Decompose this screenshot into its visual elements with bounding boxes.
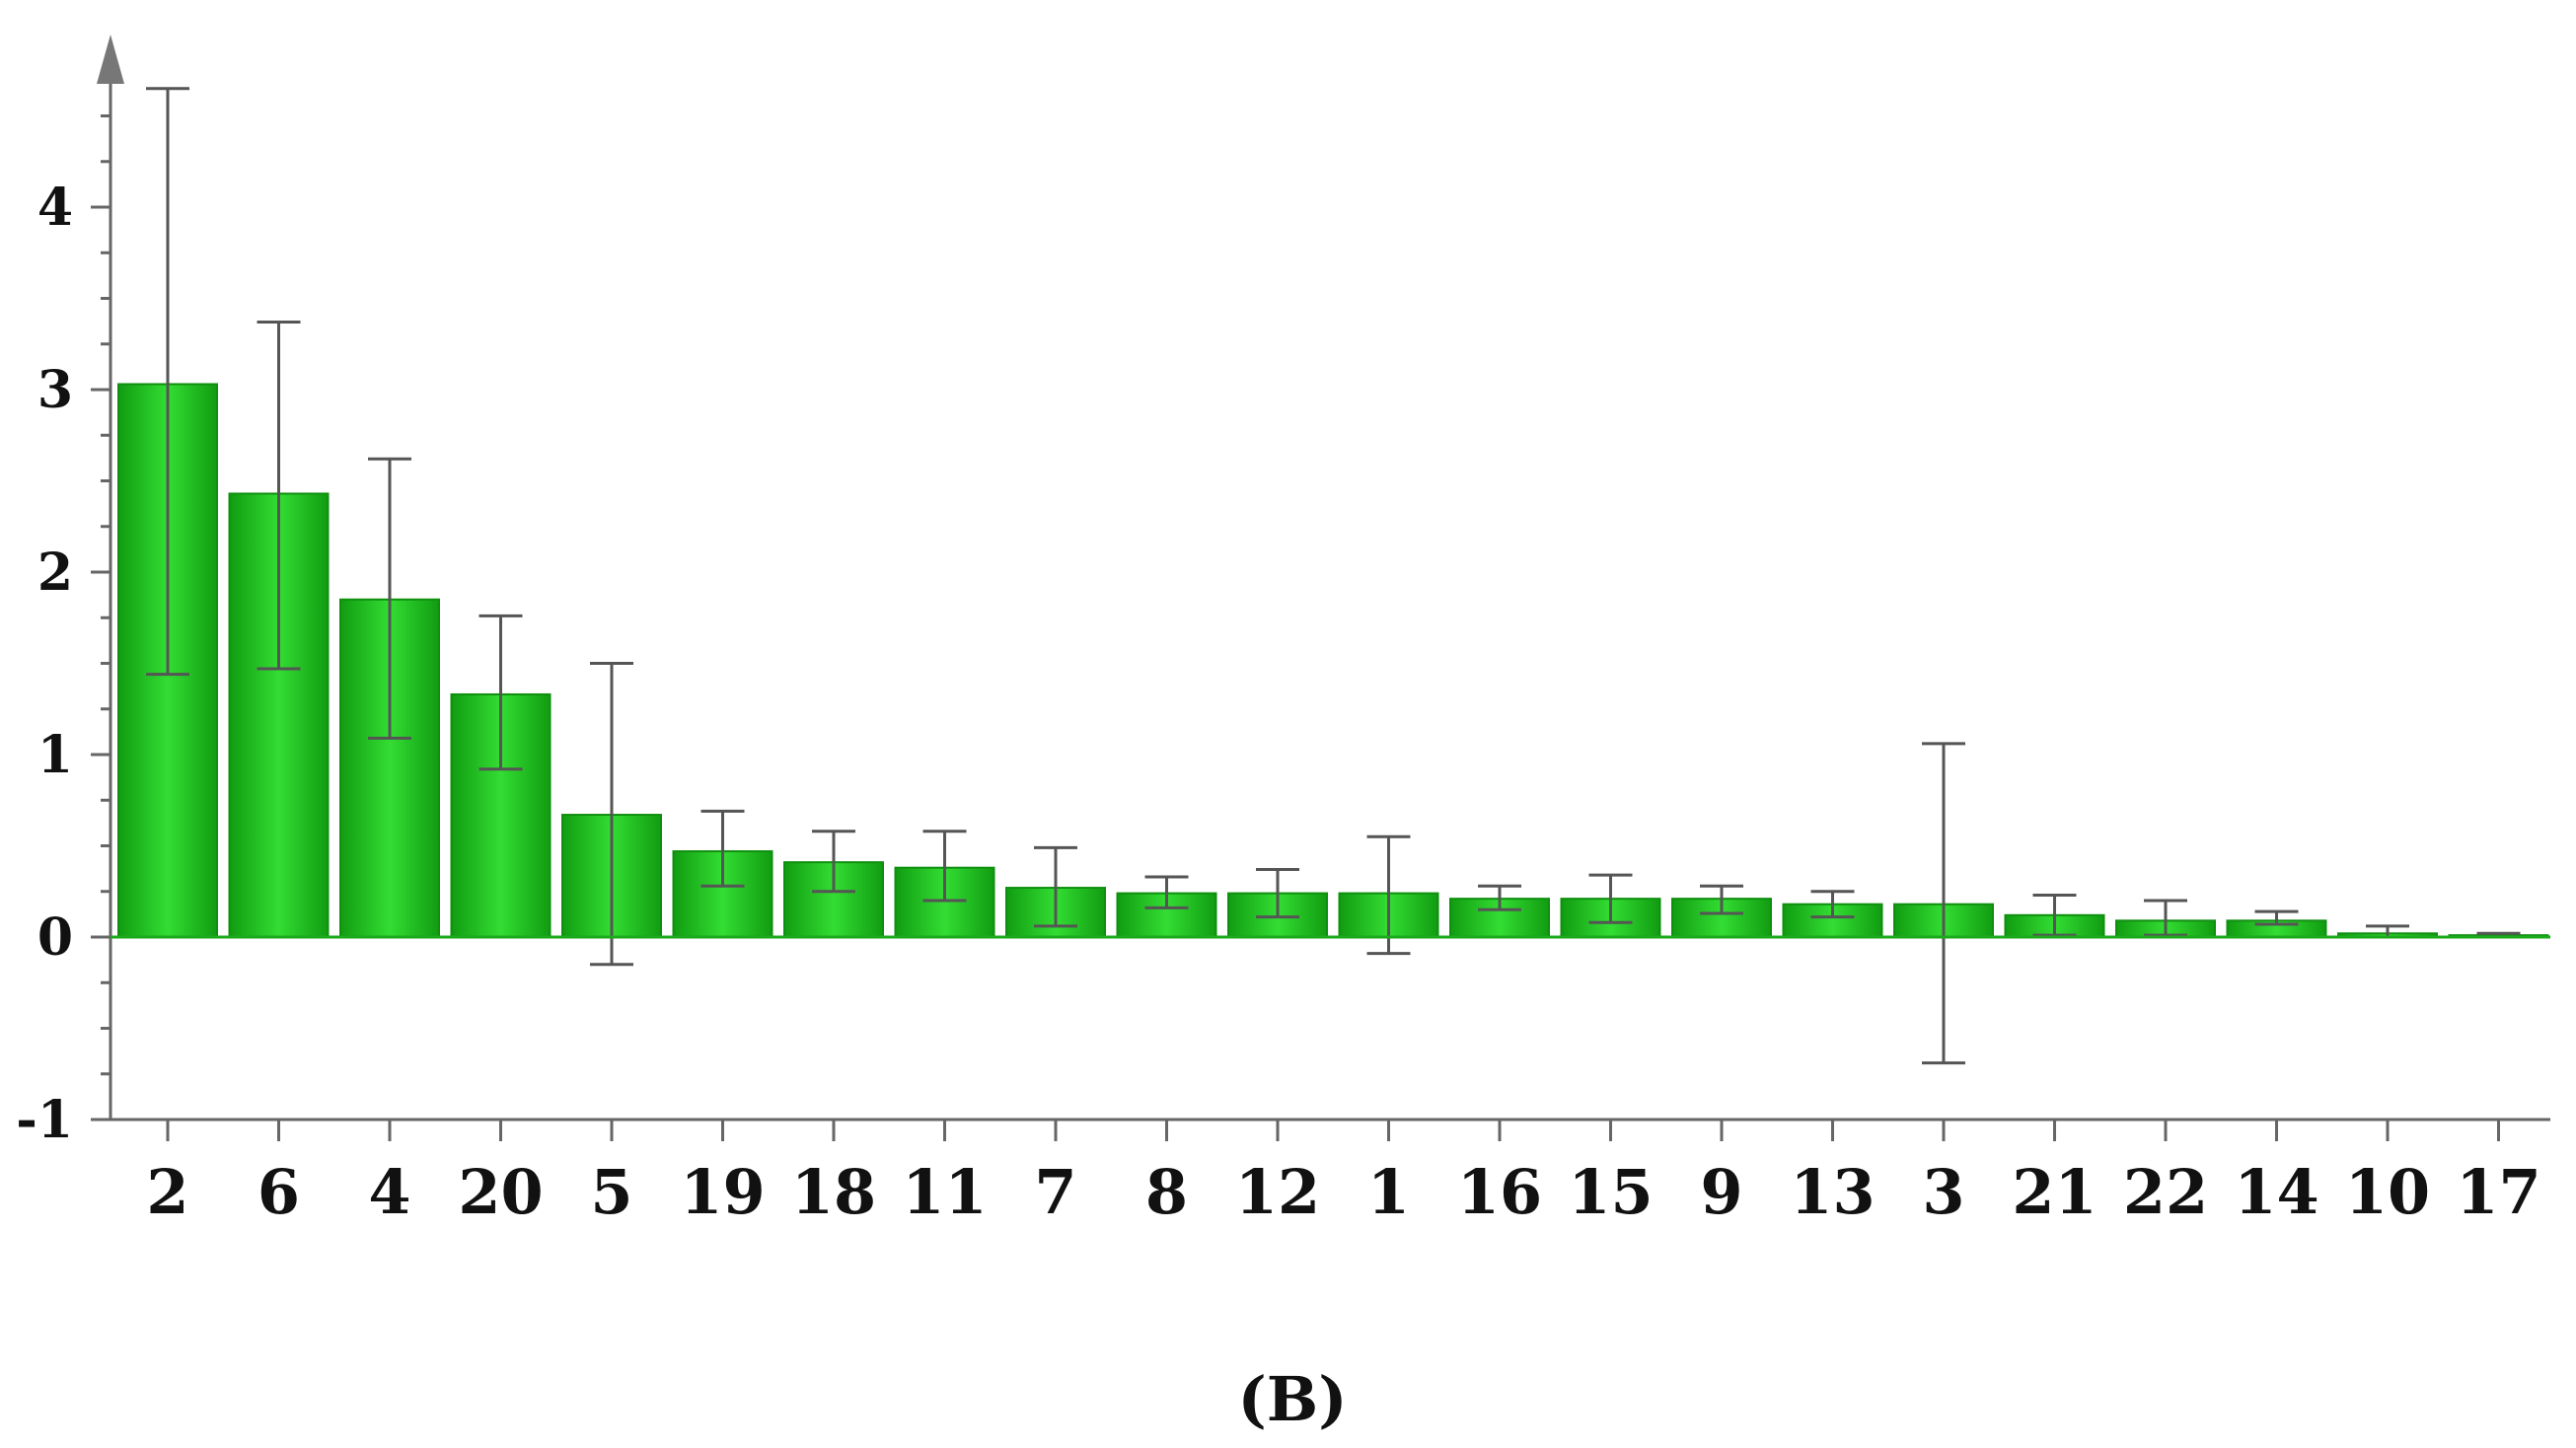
x-tick-label-3: 3 (1922, 1156, 1964, 1228)
error-bar-4 (368, 457, 411, 740)
x-tick-label-17: 17 (2456, 1156, 2540, 1228)
error-bar-3 (1922, 742, 1965, 1065)
x-tick-label-21: 21 (2012, 1156, 2097, 1228)
x-tick-label-7: 7 (1034, 1156, 1076, 1228)
x-tick-label-12: 12 (1235, 1156, 1320, 1228)
error-bar-15 (1588, 873, 1633, 924)
x-tick-label-1: 1 (1367, 1156, 1410, 1228)
error-bar-9 (1700, 884, 1743, 915)
x-tick-label-5: 5 (590, 1156, 632, 1228)
error-bar-2 (146, 87, 189, 677)
panel-label: (B) (1237, 1363, 1347, 1435)
x-tick-label-8: 8 (1145, 1156, 1188, 1228)
x-tick-label-13: 13 (1790, 1156, 1875, 1228)
error-bar-11 (922, 830, 967, 903)
error-bar-8 (1144, 875, 1189, 909)
x-tick-label-10: 10 (2345, 1156, 2430, 1228)
error-bar-20 (478, 614, 523, 771)
error-bar-21 (2032, 893, 2077, 937)
x-tick-label-22: 22 (2123, 1156, 2208, 1228)
axes-layer (91, 35, 2550, 1141)
error-bar-6 (257, 321, 301, 671)
y-tick-label: 3 (37, 360, 73, 420)
bars-layer (117, 383, 2549, 939)
error-bar-22 (2144, 899, 2187, 937)
error-bar-14 (2254, 909, 2299, 926)
x-tick-label-14: 14 (2234, 1156, 2318, 1228)
error-bar-19 (700, 809, 745, 888)
x-tick-label-4: 4 (368, 1156, 410, 1228)
error-bar-18 (812, 830, 855, 894)
error-bar-5 (590, 662, 633, 967)
x-tick-label-20: 20 (458, 1156, 543, 1228)
x-tick-label-15: 15 (1568, 1156, 1653, 1228)
y-tick-label: -1 (16, 1090, 73, 1150)
error-bar-16 (1478, 884, 1521, 911)
y-axis-arrow-icon (97, 35, 124, 84)
error-bar-12 (1256, 868, 1299, 919)
y-tick-label: 1 (37, 725, 73, 785)
y-tick-label: 4 (37, 178, 73, 238)
error-bar-1 (1366, 834, 1411, 956)
x-tick-label-2: 2 (146, 1156, 188, 1228)
y-tick-label: 2 (37, 543, 73, 603)
x-tick-label-19: 19 (680, 1156, 765, 1228)
x-tick-label-6: 6 (258, 1156, 300, 1228)
x-tick-label-16: 16 (1457, 1156, 1542, 1228)
y-tick-label: 0 (37, 907, 73, 968)
x-tick-label-11: 11 (902, 1156, 987, 1228)
error-bar-13 (1810, 890, 1855, 919)
x-tick-label-18: 18 (791, 1156, 876, 1228)
error-bar-7 (1034, 845, 1077, 928)
x-tick-label-9: 9 (1700, 1156, 1742, 1228)
